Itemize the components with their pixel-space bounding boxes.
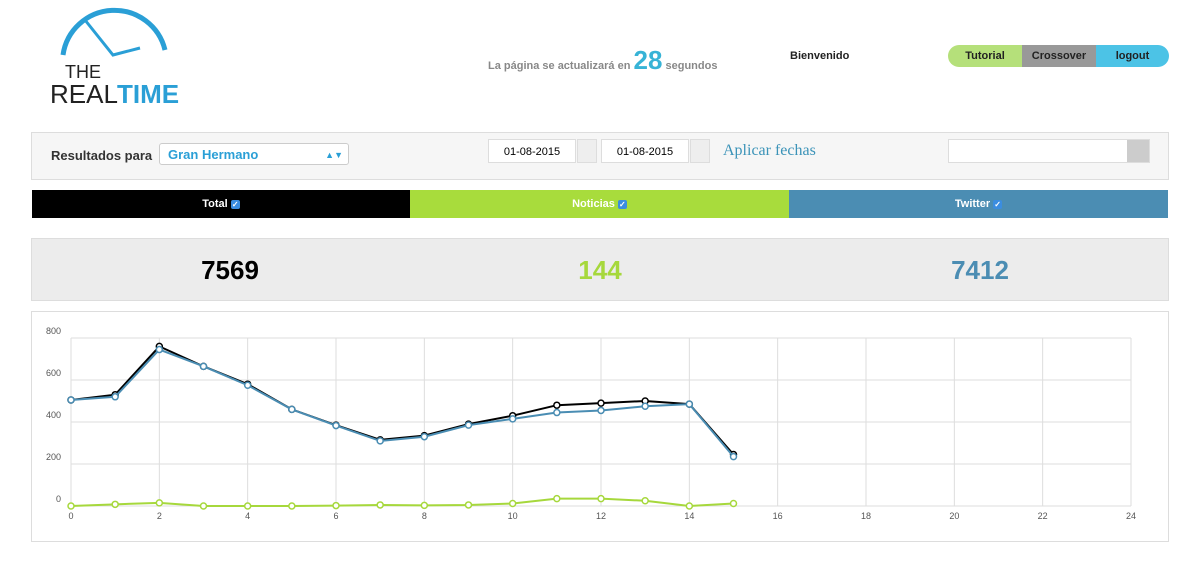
y-tick-label: 200: [46, 452, 61, 462]
x-tick-label: 20: [949, 511, 959, 521]
data-point: [332, 421, 340, 430]
tab-noticias[interactable]: Noticias ✓: [410, 190, 789, 218]
date-arrow[interactable]: [690, 139, 710, 163]
refresh-text: segundos: [665, 60, 718, 72]
data-point: [729, 452, 738, 461]
data-point: [420, 432, 429, 441]
data-point: [288, 405, 296, 414]
topic-select[interactable]: Gran Hermano ▲▼: [159, 143, 349, 165]
data-point: [685, 400, 694, 408]
x-tick-label: 16: [773, 511, 783, 521]
y-tick-label: 800: [46, 326, 61, 336]
data-point: [111, 500, 119, 509]
noticias-count: 144: [578, 255, 622, 285]
topic: Gran Hermano: [168, 147, 259, 162]
tab-label: Total: [202, 198, 228, 210]
x-tick-label: 6: [333, 511, 338, 521]
filter-label: Resultados para: [51, 148, 153, 163]
tab-label: Noticias: [572, 198, 615, 210]
data-point: [641, 402, 649, 410]
data-point: [553, 494, 561, 503]
search-button[interactable]: [1127, 140, 1149, 162]
x-tick-label: 10: [508, 511, 518, 521]
data-point: [729, 499, 738, 508]
date-to[interactable]: 01-08-2015: [601, 139, 689, 163]
welcome: Bienvenido: [790, 50, 850, 62]
series-line: [70, 348, 735, 458]
data-point: [243, 502, 252, 510]
x-tick-label: 14: [684, 511, 694, 521]
logo-text: THE: [65, 62, 101, 82]
series-line: [70, 497, 734, 508]
x-tick-label: 2: [157, 511, 162, 521]
x-tick-label: 8: [422, 511, 427, 521]
data-point: [641, 497, 649, 505]
countdown: 28: [633, 45, 663, 75]
logo: THE REAL TIME: [50, 7, 179, 109]
tab-label: Twitter: [954, 198, 991, 210]
data-point: [67, 502, 75, 510]
data-point: [597, 399, 605, 407]
tab-twitter[interactable]: Twitter ✓: [789, 190, 1168, 218]
x-tick-label: 4: [245, 511, 250, 521]
data-point: [597, 494, 605, 503]
x-tick-label: 24: [1126, 511, 1136, 521]
y-tick-label: 0: [56, 494, 61, 504]
data-point: [597, 406, 605, 415]
data-point: [553, 401, 561, 409]
totals-bar: [31, 238, 1169, 301]
chart-panel: [31, 311, 1169, 542]
tab-total[interactable]: Total ✓: [32, 190, 410, 218]
crossover-button[interactable]: Crossover: [1022, 45, 1096, 67]
x-tick-label: 0: [68, 511, 73, 521]
date-from[interactable]: 01-08-2015: [488, 139, 576, 163]
data-point: [111, 393, 119, 401]
date-arrow[interactable]: [577, 139, 597, 163]
data-point: [199, 502, 208, 510]
refresh-text: La página se actualizará en: [488, 60, 631, 72]
data-point: [376, 501, 384, 509]
x-tick-label: 12: [596, 511, 606, 521]
tutorial-button[interactable]: Tutorial: [948, 45, 1022, 67]
x-tick-label: 18: [861, 511, 871, 521]
data-point: [288, 502, 296, 510]
data-point: [332, 501, 340, 510]
data-point: [464, 501, 473, 509]
data-point: [685, 502, 694, 510]
data-point: [508, 499, 517, 508]
data-point: [420, 501, 429, 510]
y-tick-label: 600: [46, 368, 61, 378]
search-input[interactable]: [948, 139, 1150, 163]
data-point: [464, 421, 473, 429]
data-point: [508, 415, 517, 423]
y-tick-label: 400: [46, 410, 61, 420]
data-point: [376, 437, 384, 445]
twitter-count: 7412: [951, 255, 1009, 285]
logo-text: REAL: [50, 79, 118, 109]
series-line: [70, 345, 735, 456]
data-point: [199, 362, 208, 371]
data-point: [553, 408, 561, 417]
total-count: 7569: [201, 255, 259, 285]
logout-button[interactable]: logout: [1096, 45, 1169, 67]
data-point: [243, 381, 252, 389]
refresh: La página se actualizará en 28 segundos: [488, 45, 717, 76]
data-point: [155, 499, 164, 507]
apply-dates[interactable]: Aplicar fechas: [723, 142, 816, 159]
logo-text: TIME: [117, 79, 179, 109]
data-point: [155, 345, 164, 354]
data-point: [67, 396, 75, 404]
x-tick-label: 22: [1038, 511, 1048, 521]
